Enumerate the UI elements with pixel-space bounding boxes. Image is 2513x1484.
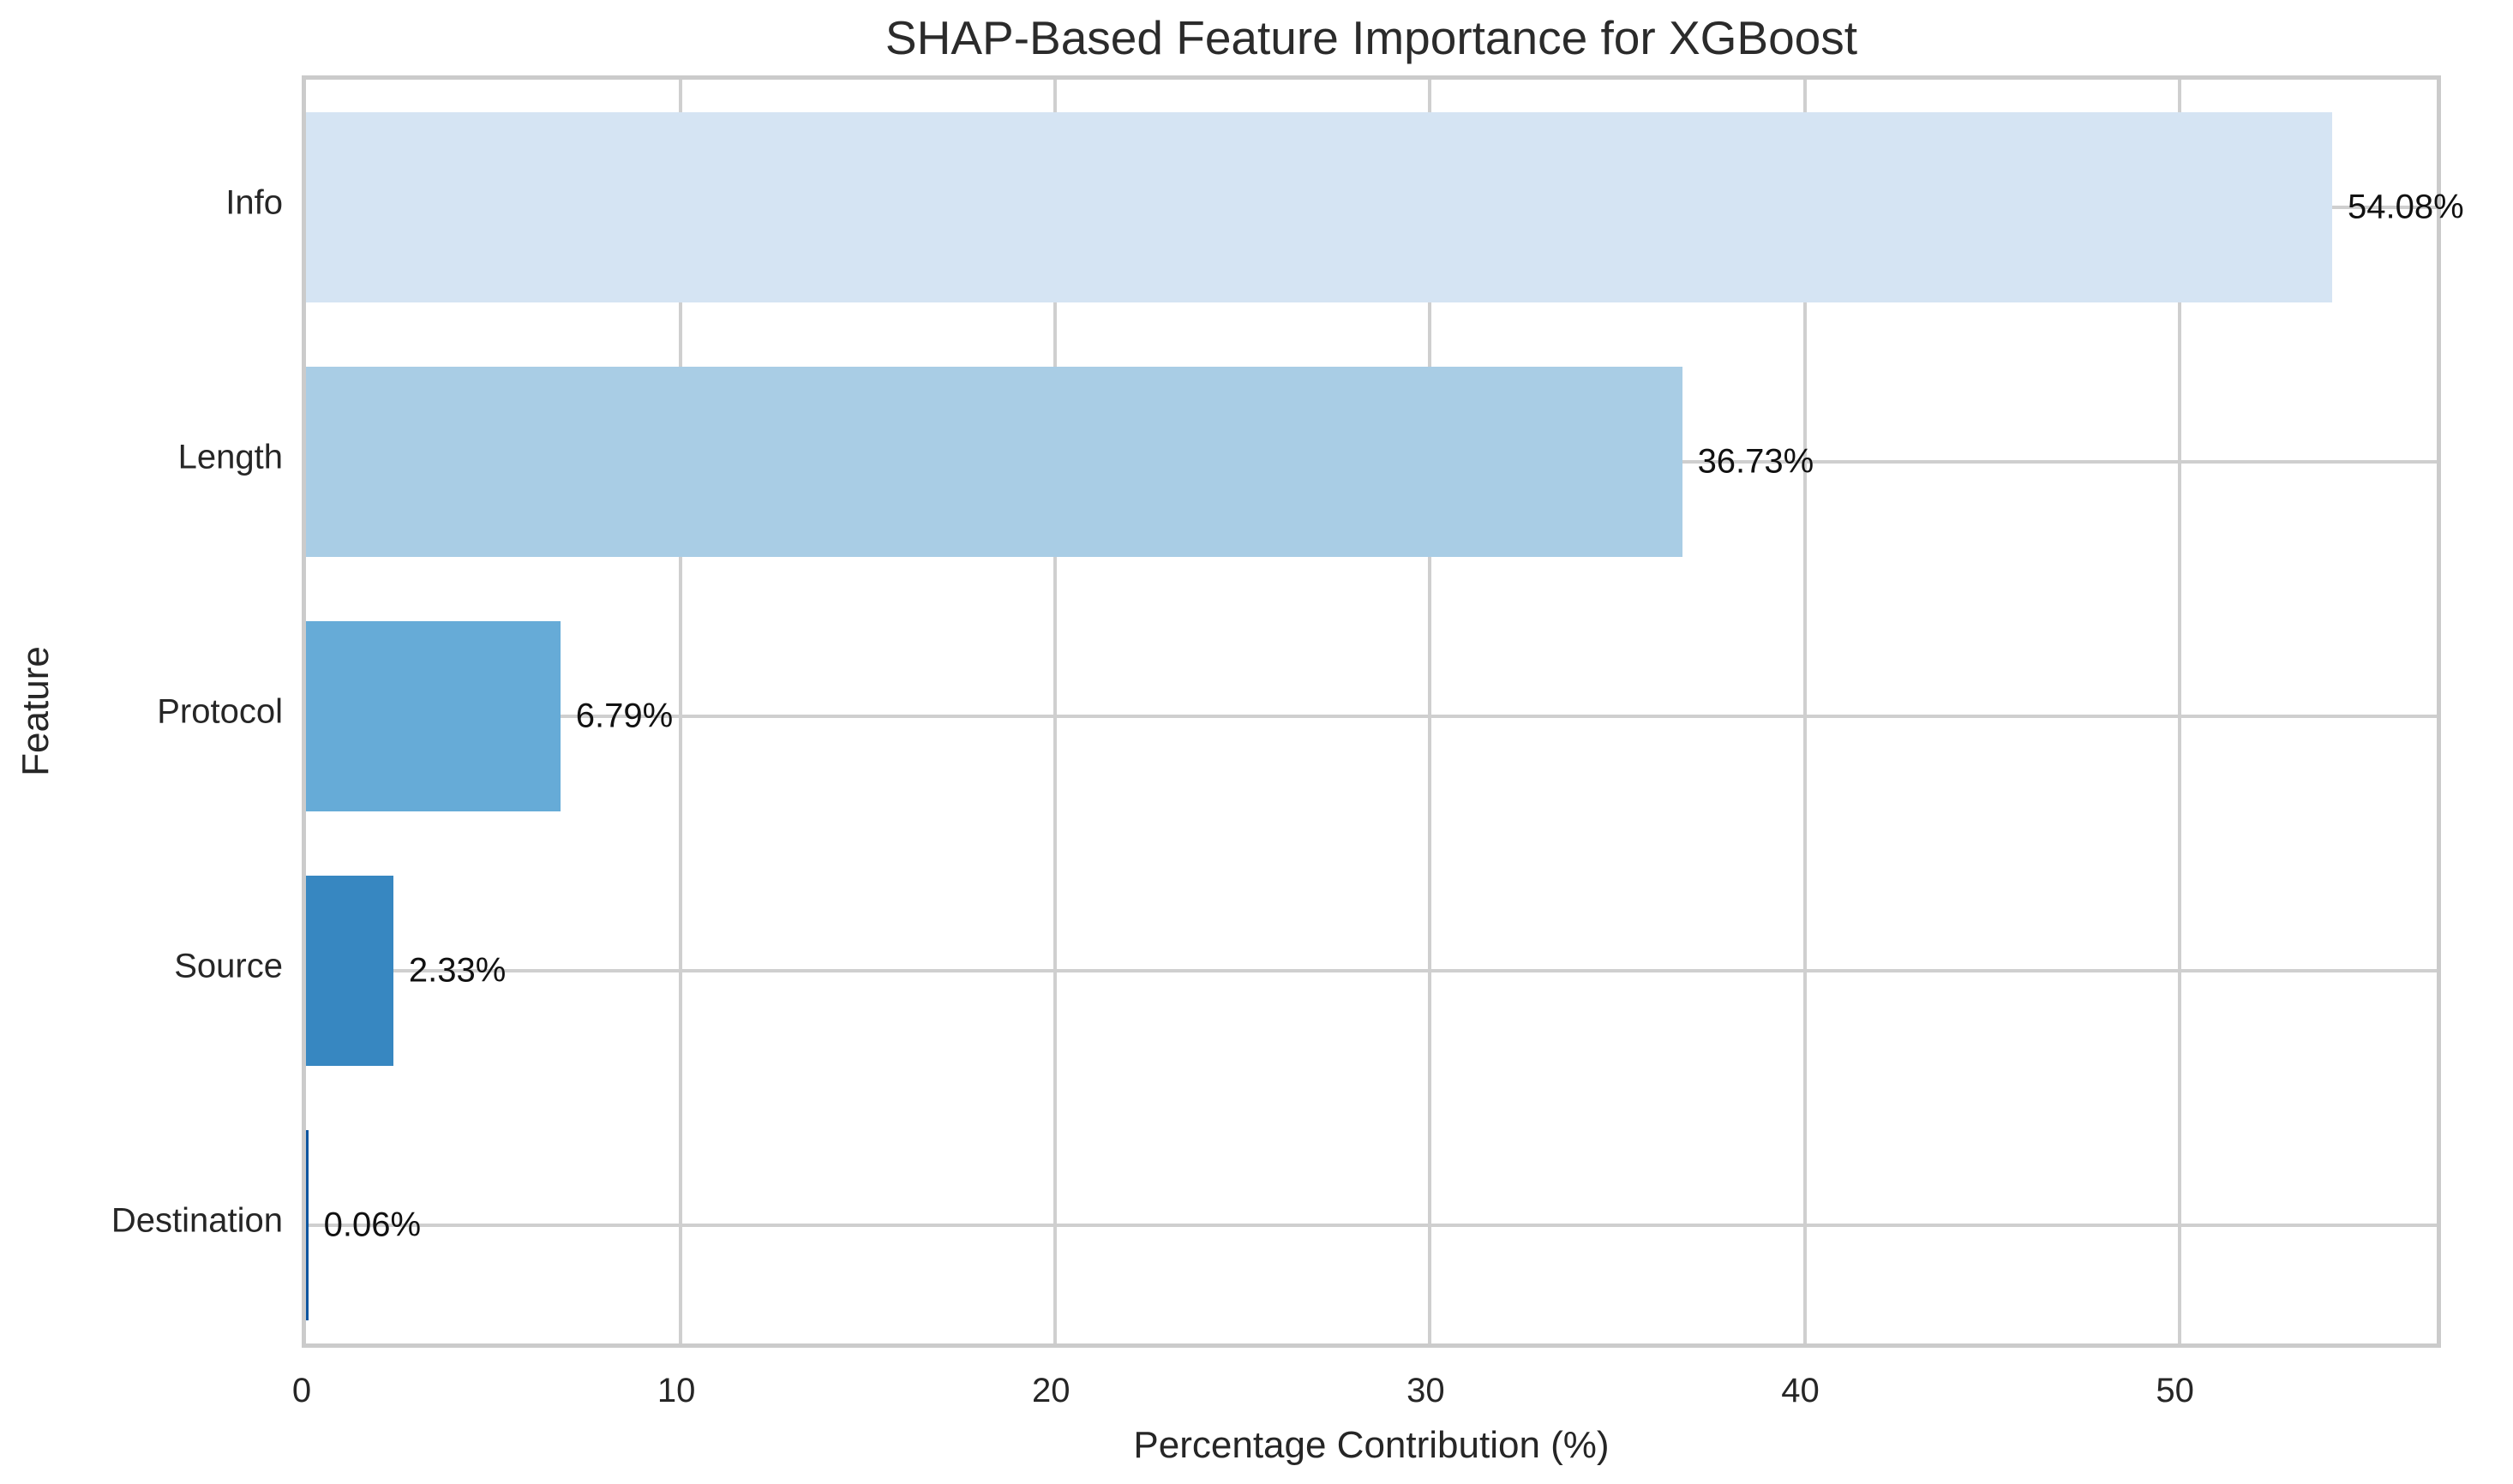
plot-area: 54.08% 36.73% 6.79% 2.33% 0.06% [302, 75, 2464, 1348]
gridline-horizontal [306, 714, 2437, 718]
gridline-vertical [679, 80, 683, 1343]
gridline-vertical [1428, 80, 1432, 1343]
bar-source [306, 875, 393, 1066]
bar-value-label: 0.06% [323, 1206, 422, 1243]
y-tick-label-protocol: Protocol [157, 692, 283, 730]
bar-value-label: 36.73% [1697, 442, 1814, 480]
gridline-horizontal [306, 1223, 2437, 1227]
bar-length [306, 366, 1682, 557]
x-tick-label: 50 [2156, 1372, 2194, 1409]
bar-destination [306, 1129, 309, 1320]
gridline-vertical [1802, 80, 1807, 1343]
x-tick-label: 30 [1406, 1372, 1445, 1409]
bar-info [306, 111, 2332, 302]
x-tick-label: 0 [291, 1372, 312, 1409]
gridline-horizontal [306, 968, 2437, 972]
y-tick-label-source: Source [174, 947, 283, 984]
bar-value-label: 54.08% [2347, 188, 2464, 225]
y-tick-label-destination: Destination [111, 1201, 283, 1239]
gridline-vertical [2177, 80, 2181, 1343]
x-axis-label: Percentage Contribution (%) [1133, 1424, 1610, 1466]
bar-protocol [306, 620, 561, 811]
x-tick-label: 40 [1781, 1372, 1820, 1409]
gridline-vertical [1053, 80, 1058, 1343]
bar-value-label: 6.79% [575, 697, 674, 734]
chart-title: SHAP-Based Feature Importance for XGBoos… [885, 11, 1858, 64]
y-tick-label-length: Length [177, 438, 283, 476]
x-tick-label: 10 [657, 1372, 696, 1409]
bar-value-label: 2.33% [408, 951, 507, 989]
x-tick-label: 20 [1032, 1372, 1071, 1409]
y-tick-label-info: Info [225, 183, 283, 221]
